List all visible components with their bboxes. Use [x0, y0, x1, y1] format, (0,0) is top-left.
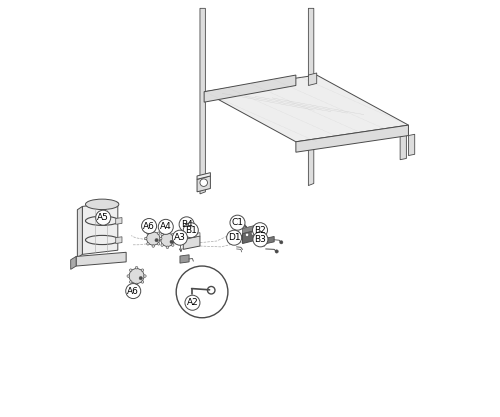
Circle shape	[139, 276, 142, 280]
Polygon shape	[82, 202, 118, 254]
Circle shape	[172, 230, 188, 245]
Circle shape	[246, 233, 248, 236]
Text: A2: A2	[186, 298, 198, 307]
Circle shape	[230, 215, 245, 230]
Text: B1: B1	[185, 226, 196, 235]
Text: D1: D1	[228, 233, 240, 242]
Polygon shape	[188, 235, 195, 244]
Polygon shape	[204, 75, 408, 142]
Circle shape	[275, 250, 278, 253]
Polygon shape	[264, 236, 274, 244]
Circle shape	[158, 219, 174, 234]
Circle shape	[129, 269, 144, 284]
Text: A6: A6	[128, 286, 139, 296]
Polygon shape	[242, 224, 262, 234]
Circle shape	[179, 217, 194, 232]
Circle shape	[174, 239, 176, 241]
Circle shape	[252, 232, 254, 235]
Circle shape	[96, 210, 110, 225]
Circle shape	[127, 275, 130, 277]
Polygon shape	[308, 8, 314, 186]
Polygon shape	[70, 256, 76, 269]
Polygon shape	[184, 236, 200, 249]
Polygon shape	[242, 229, 262, 244]
Circle shape	[161, 233, 174, 246]
Polygon shape	[197, 173, 210, 179]
Circle shape	[161, 244, 164, 246]
Polygon shape	[408, 134, 414, 156]
Circle shape	[126, 284, 140, 299]
Text: A5: A5	[98, 213, 109, 222]
Circle shape	[130, 269, 132, 271]
Circle shape	[166, 246, 168, 249]
Circle shape	[158, 232, 160, 234]
Circle shape	[160, 237, 162, 240]
Text: B2: B2	[254, 226, 266, 235]
Polygon shape	[400, 134, 406, 160]
Polygon shape	[296, 125, 408, 152]
Circle shape	[253, 232, 268, 247]
Polygon shape	[76, 252, 126, 266]
Text: A3: A3	[174, 233, 186, 242]
Circle shape	[185, 295, 200, 310]
Circle shape	[136, 266, 138, 269]
Polygon shape	[78, 206, 82, 258]
Text: A6: A6	[143, 221, 155, 231]
Circle shape	[158, 239, 161, 241]
Ellipse shape	[86, 199, 119, 210]
Polygon shape	[200, 8, 205, 194]
Circle shape	[200, 179, 207, 186]
Text: B4: B4	[180, 220, 192, 229]
Circle shape	[146, 232, 160, 245]
Circle shape	[152, 230, 154, 232]
Circle shape	[144, 237, 147, 240]
Circle shape	[257, 231, 260, 234]
Circle shape	[161, 233, 164, 236]
Text: C1: C1	[232, 218, 243, 227]
Circle shape	[146, 232, 149, 234]
Circle shape	[141, 269, 144, 271]
Polygon shape	[116, 237, 122, 244]
Circle shape	[136, 283, 138, 286]
Polygon shape	[116, 218, 122, 224]
Circle shape	[280, 241, 283, 244]
Circle shape	[144, 275, 146, 277]
Polygon shape	[308, 73, 316, 85]
Circle shape	[146, 243, 149, 245]
Circle shape	[152, 245, 154, 247]
Circle shape	[142, 219, 156, 234]
Circle shape	[252, 223, 268, 238]
Text: A4: A4	[160, 222, 172, 231]
Text: B3: B3	[254, 235, 266, 244]
Circle shape	[184, 223, 198, 238]
Circle shape	[170, 240, 173, 244]
Circle shape	[158, 243, 160, 245]
Circle shape	[176, 266, 228, 318]
Polygon shape	[197, 176, 210, 192]
Polygon shape	[204, 75, 296, 102]
Circle shape	[226, 230, 242, 245]
Polygon shape	[180, 255, 189, 263]
Circle shape	[155, 239, 158, 242]
Polygon shape	[184, 233, 200, 239]
Circle shape	[172, 233, 174, 236]
Circle shape	[141, 281, 144, 283]
Circle shape	[166, 231, 168, 234]
Circle shape	[172, 244, 174, 246]
Circle shape	[130, 281, 132, 283]
